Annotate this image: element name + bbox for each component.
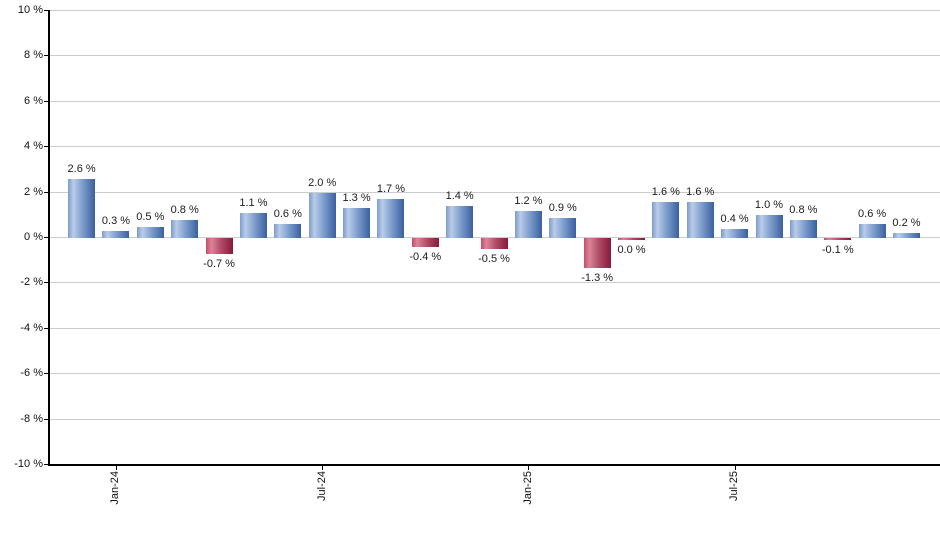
bar-positive xyxy=(892,233,920,238)
bar-positive xyxy=(858,224,886,238)
bar-positive xyxy=(755,215,783,238)
bar-value-label: 1.7 % xyxy=(376,183,405,196)
gridline xyxy=(48,146,940,148)
bar-positive xyxy=(308,192,336,238)
bar-value-label: -0.7 % xyxy=(203,257,235,270)
y-axis-tick-label: 2 % xyxy=(24,185,43,198)
bar-positive xyxy=(68,178,96,238)
bar-value-label: 1.4 % xyxy=(445,190,474,203)
bar-value-label: 0.8 % xyxy=(170,203,199,216)
bar-value-label: 1.6 % xyxy=(651,185,680,198)
bar-value-label: 0.9 % xyxy=(548,201,577,214)
bar-value-label: 0.0 % xyxy=(617,243,646,256)
bar-positive xyxy=(514,210,542,238)
bar-value-label: -0.1 % xyxy=(821,244,854,257)
gridline xyxy=(48,373,940,375)
x-axis-tick-label: Jan-25 xyxy=(521,471,534,505)
bar-positive xyxy=(652,201,680,238)
bar-positive xyxy=(274,224,302,238)
y-axis-tick xyxy=(44,100,48,102)
bar-positive xyxy=(239,213,267,238)
bar-positive xyxy=(446,206,474,238)
bar-value-label: 1.3 % xyxy=(342,192,371,205)
bar-value-label: 0.6 % xyxy=(273,208,302,221)
x-axis-tick xyxy=(115,465,117,470)
bar-value-label: -0.5 % xyxy=(478,253,510,266)
bar-value-label: 0.4 % xyxy=(720,212,749,225)
bar-value-label: 1.6 % xyxy=(686,185,715,198)
y-axis-line xyxy=(48,10,50,466)
bar-positive xyxy=(102,231,130,238)
x-axis-tick-label: Jul-25 xyxy=(728,471,741,501)
x-axis-tick xyxy=(322,465,324,470)
bar-negative xyxy=(411,238,439,248)
y-axis-tick-label: 0 % xyxy=(24,231,43,243)
bar-positive xyxy=(171,219,199,238)
bar-value-label: 1.2 % xyxy=(514,194,543,207)
y-axis-tick-label: 6 % xyxy=(24,94,43,107)
x-axis-tick xyxy=(528,465,530,470)
y-axis-tick-label: 10 % xyxy=(17,4,43,16)
gridline xyxy=(48,327,940,329)
y-axis-tick-label: -8 % xyxy=(20,412,43,425)
bar-positive xyxy=(377,199,405,238)
x-axis-tick-label: Jan-24 xyxy=(109,471,122,505)
x-axis-line xyxy=(48,464,940,466)
bar-negative xyxy=(824,238,852,241)
y-axis-tick xyxy=(44,464,48,465)
y-axis-tick-label: -10 % xyxy=(14,458,43,470)
bar-positive xyxy=(343,208,371,238)
gridline xyxy=(48,55,940,57)
gridline xyxy=(48,10,940,11)
gridline xyxy=(48,237,940,238)
bar-value-label: -0.4 % xyxy=(409,251,442,264)
bar-positive xyxy=(136,226,164,238)
gridline xyxy=(48,191,940,193)
y-axis-tick xyxy=(44,146,48,148)
y-axis-tick xyxy=(44,55,48,57)
bar-value-label: 2.0 % xyxy=(308,176,337,189)
y-axis-tick xyxy=(44,191,48,193)
bar-value-label: 0.6 % xyxy=(858,208,887,221)
bar-value-label: 2.6 % xyxy=(67,162,96,175)
bar-negative xyxy=(618,238,646,240)
y-axis-tick xyxy=(44,373,48,375)
y-axis-tick-label: -6 % xyxy=(20,367,43,380)
y-axis-tick xyxy=(44,282,48,284)
bar-negative xyxy=(205,238,233,254)
y-axis-tick-label: 8 % xyxy=(24,49,43,62)
bar-negative xyxy=(583,238,611,268)
bar-value-label: 1.0 % xyxy=(754,199,784,212)
bar-positive xyxy=(789,219,817,238)
x-axis-tick xyxy=(734,465,736,470)
bar-value-label: 0.5 % xyxy=(136,210,165,223)
y-axis-tick xyxy=(44,418,48,420)
y-axis-tick-label: 4 % xyxy=(24,140,43,153)
bar-positive xyxy=(549,217,577,238)
gridline xyxy=(48,418,940,420)
gridline xyxy=(48,282,940,284)
bar-positive xyxy=(721,228,749,238)
bar-negative xyxy=(480,238,508,250)
y-axis-tick-label: -4 % xyxy=(20,321,43,334)
bar-positive xyxy=(686,201,714,238)
gridline xyxy=(48,100,940,102)
x-axis-tick-label: Jul-24 xyxy=(315,471,328,501)
bar-value-label: 0.3 % xyxy=(101,215,131,228)
bar-value-label: -1.3 % xyxy=(581,271,614,284)
bar-value-label: 1.1 % xyxy=(239,197,268,210)
y-axis-tick xyxy=(44,10,48,11)
bar-value-label: 0.2 % xyxy=(892,217,921,230)
y-axis-tick-label: -2 % xyxy=(20,276,43,289)
bar-value-label: 0.8 % xyxy=(789,203,818,216)
y-axis-tick xyxy=(44,327,48,329)
y-axis-tick xyxy=(44,237,48,238)
